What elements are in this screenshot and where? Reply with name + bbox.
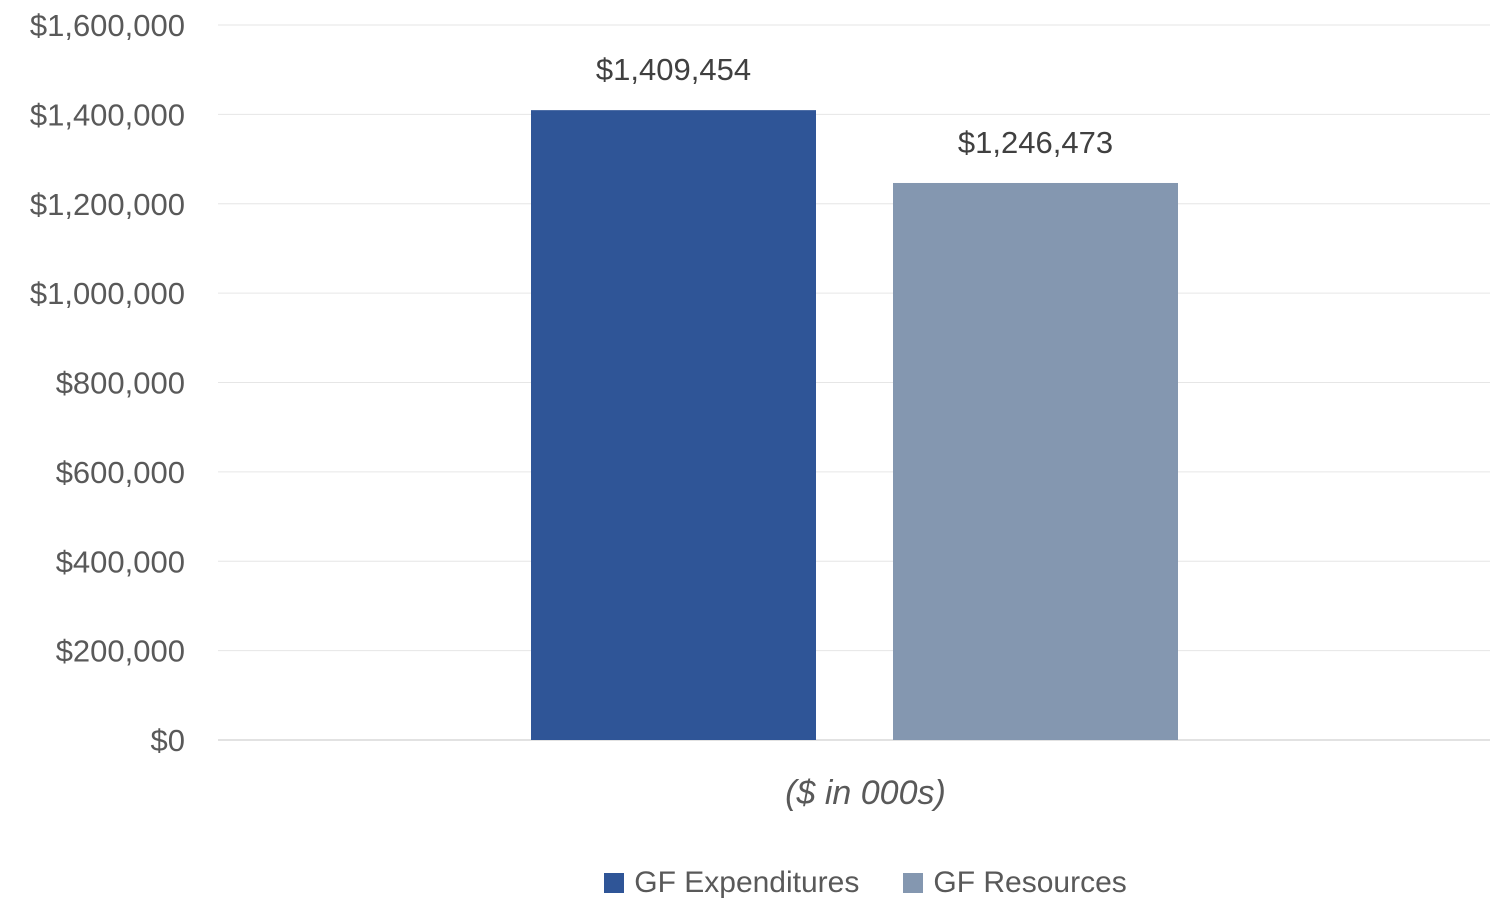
data-label: $1,409,454 — [596, 52, 751, 87]
legend-label-gf-resources: GF Resources — [933, 866, 1127, 899]
y-tick-label: $600,000 — [56, 455, 185, 490]
data-label: $1,246,473 — [958, 125, 1113, 160]
y-tick-label: $400,000 — [56, 544, 185, 579]
y-tick-label: $1,000,000 — [30, 276, 185, 311]
x-axis-label: ($ in 000s) — [785, 774, 946, 812]
y-tick-label: $1,600,000 — [30, 8, 185, 43]
legend-item-gf-expenditures: GF Expenditures — [604, 866, 859, 900]
y-tick-label: $0 — [151, 723, 185, 758]
y-tick-label: $1,200,000 — [30, 187, 185, 222]
bar — [893, 182, 1178, 741]
y-tick-label: $800,000 — [56, 366, 185, 401]
y-tick-label: $1,400,000 — [30, 97, 185, 132]
legend-item-gf-resources: GF Resources — [903, 866, 1127, 900]
legend-swatch-gf-expenditures — [604, 873, 625, 893]
legend-swatch-gf-resources — [903, 873, 924, 893]
bar — [531, 110, 816, 740]
legend: GF Expenditures GF Resources — [0, 866, 1491, 900]
y-tick-label: $200,000 — [56, 634, 185, 669]
legend-label-gf-expenditures: GF Expenditures — [634, 866, 860, 899]
